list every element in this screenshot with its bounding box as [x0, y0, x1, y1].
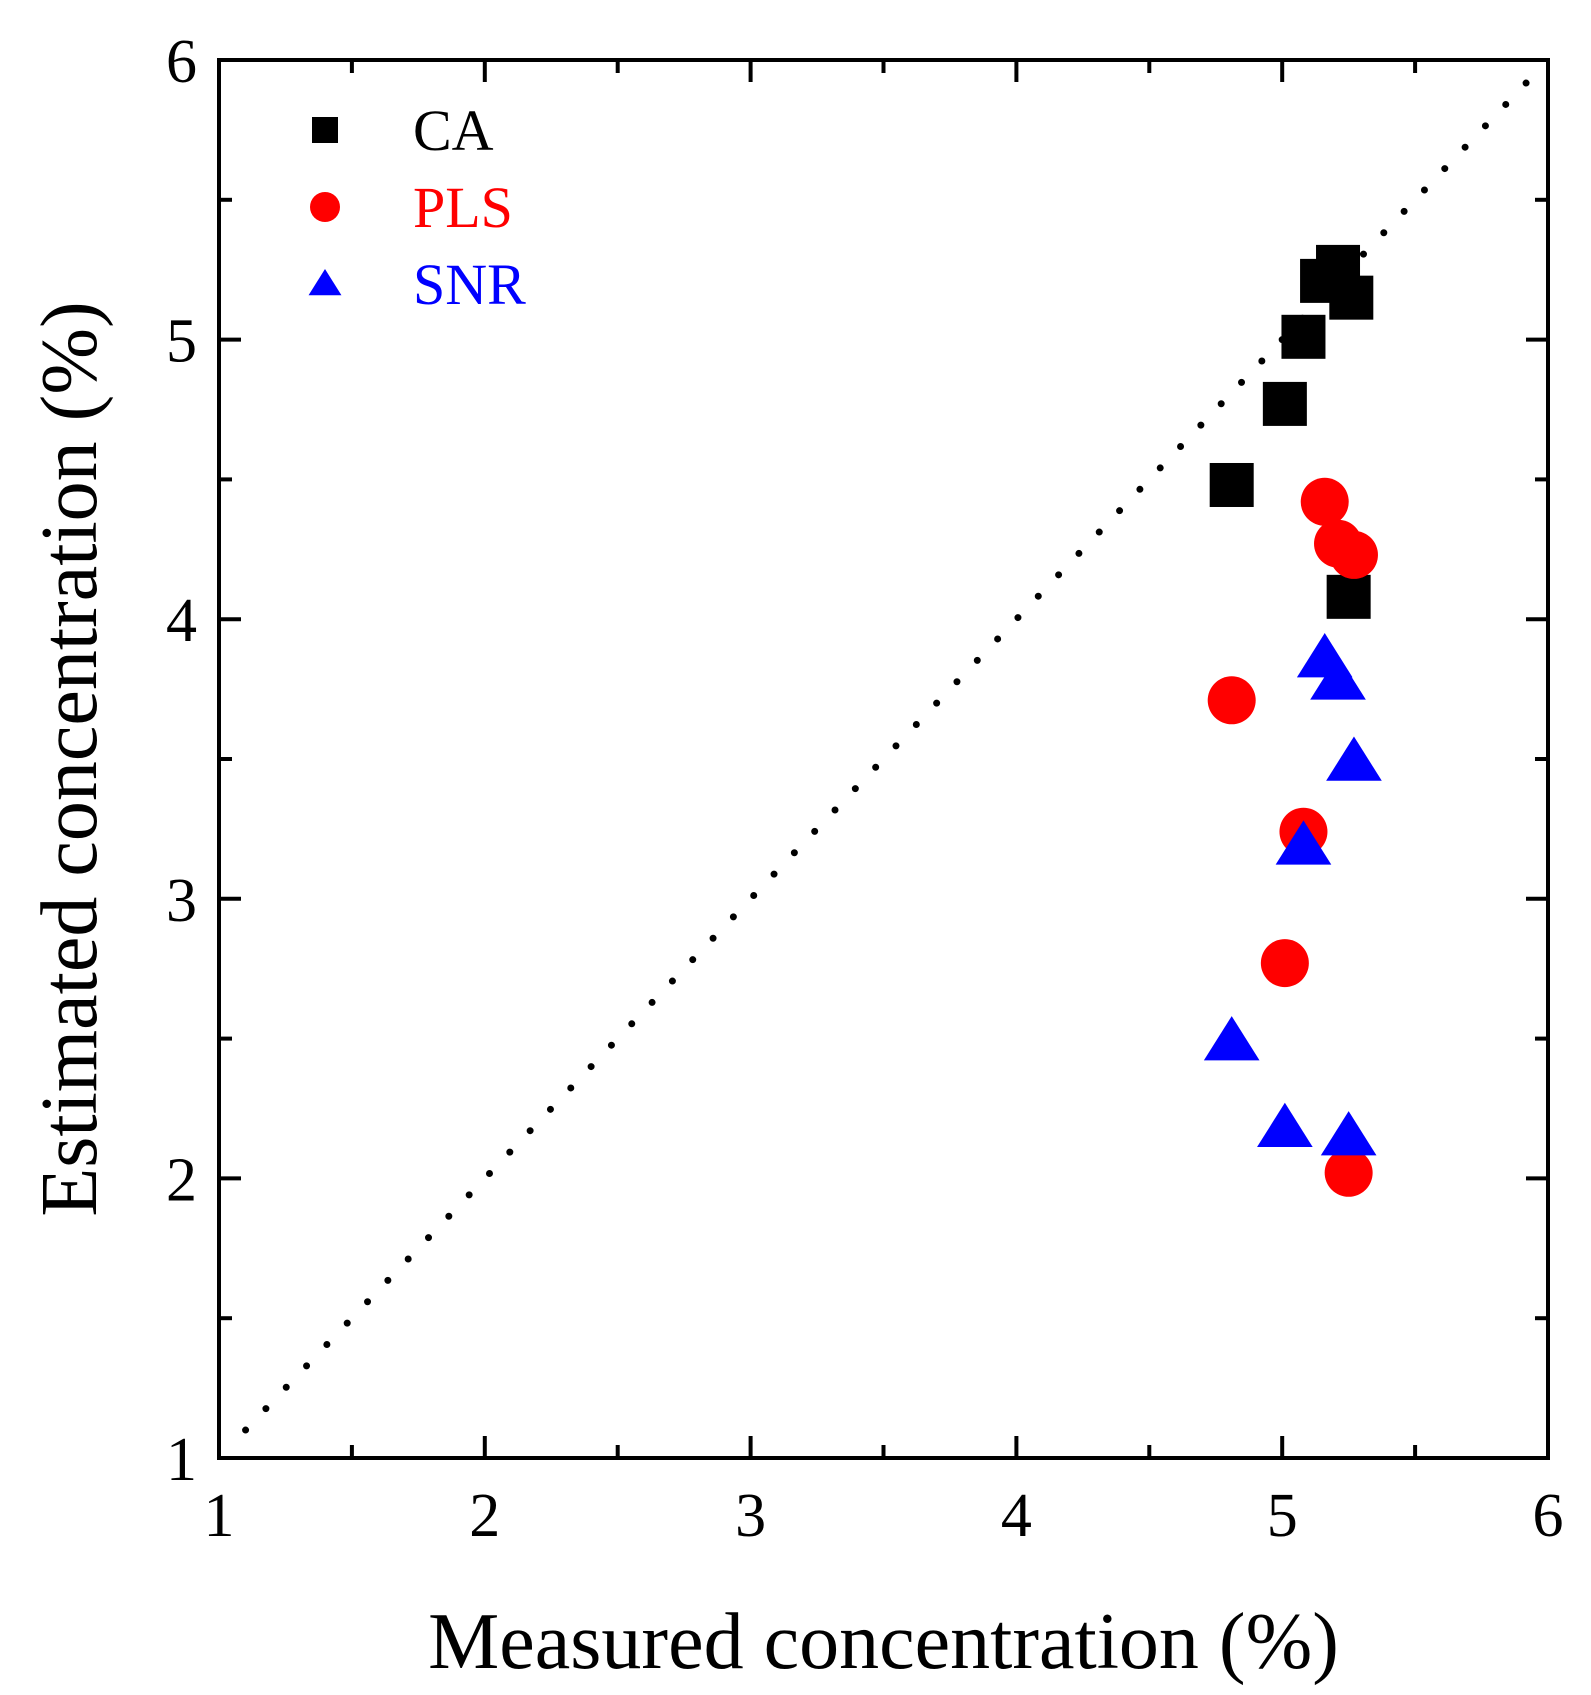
y-tick-label: 3: [166, 867, 197, 935]
tick-labels: 1 2 3 4 5 6 1 2 3 4 5 6: [166, 28, 1564, 1550]
snr-point: [1257, 1102, 1313, 1148]
snr-point: [1203, 1016, 1260, 1061]
snr-point: [1310, 655, 1366, 700]
legend-label-pls: PLS: [413, 175, 513, 240]
ca-point: [1281, 314, 1326, 359]
pls-point: [1300, 477, 1349, 526]
x-axis-title: Measured concentration (%): [428, 1598, 1339, 1686]
series-ca: [1209, 244, 1374, 619]
minor-ticks: [219, 60, 1548, 1458]
x-tick-label: 4: [1001, 1482, 1032, 1550]
legend-marker-ca: [312, 117, 338, 143]
pls-point: [1329, 530, 1378, 579]
pls-point: [1324, 1148, 1373, 1197]
x-tick-label: 6: [1533, 1482, 1564, 1550]
legend-marker-pls: [310, 192, 340, 222]
x-tick-label: 2: [469, 1482, 500, 1550]
legend-label-ca: CA: [413, 98, 494, 163]
plot-frame: [217, 58, 1550, 1460]
y-tick-label: 2: [166, 1146, 197, 1214]
snr-point: [1326, 736, 1382, 781]
ca-point: [1262, 381, 1307, 426]
ca-point: [1209, 462, 1254, 507]
y-tick-label: 4: [166, 587, 197, 655]
ca-point: [1329, 275, 1374, 320]
x-tick-label: 3: [735, 1482, 766, 1550]
data-points: [1203, 244, 1382, 1197]
series-pls: [1207, 477, 1378, 1197]
legend-label-snr: SNR: [413, 252, 526, 317]
y-tick-label: 1: [166, 1426, 197, 1494]
snr-point: [1320, 1111, 1377, 1156]
x-tick-label: 5: [1267, 1482, 1298, 1550]
series-snr: [1203, 633, 1382, 1156]
ca-point: [1326, 574, 1371, 619]
pls-point: [1207, 676, 1256, 725]
legend: CA PLS SNR: [308, 98, 526, 317]
y-tick-label: 5: [166, 308, 197, 376]
legend-marker-snr: [308, 269, 342, 296]
snr-point: [1275, 820, 1332, 865]
y-tick-label: 6: [166, 28, 197, 96]
y-axis-title: Estimated concentration (%): [26, 301, 114, 1216]
x-tick-label: 1: [204, 1482, 235, 1550]
pls-point: [1260, 939, 1309, 988]
